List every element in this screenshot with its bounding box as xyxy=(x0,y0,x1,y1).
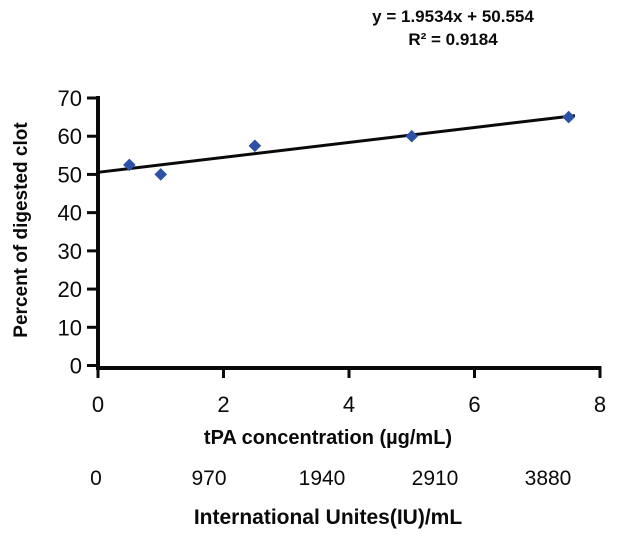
y-axis-tick-label: 60 xyxy=(58,124,82,149)
x-axis-tick-label: 8 xyxy=(594,392,606,417)
secondary-x-axis-title: International Unites(IU)/mL xyxy=(193,506,463,529)
x-axis-tick-label: 6 xyxy=(468,392,480,417)
y-axis-tick-label: 20 xyxy=(58,277,82,302)
trendline-equation-text: y = 1.9534x + 50.554 xyxy=(372,7,534,26)
secondary-x-axis-tick-label: 1940 xyxy=(299,467,346,490)
data-point-marker xyxy=(562,110,575,124)
trendline-annotation: y = 1.9534x + 50.554 R² = 0.9184 xyxy=(343,5,563,51)
y-axis-tick-label: 30 xyxy=(58,239,82,264)
x-axis-tick-label: 0 xyxy=(92,392,104,417)
x-axis-tick-label: 4 xyxy=(343,392,355,417)
secondary-x-axis-tick-label: 970 xyxy=(191,467,226,490)
data-point-marker xyxy=(405,129,419,143)
data-point-marker xyxy=(154,168,168,181)
secondary-x-axis-tick-label: 0 xyxy=(90,467,102,490)
y-axis-tick-label: 50 xyxy=(58,162,82,187)
y-axis-tick-label: 70 xyxy=(58,86,82,111)
secondary-x-axis-tick-label: 3880 xyxy=(525,467,572,490)
secondary-x-axis-tick-label: 2910 xyxy=(412,467,459,490)
x-axis-tick-label: 2 xyxy=(217,392,229,417)
trendline xyxy=(97,114,576,174)
y-axis-tick-label: 0 xyxy=(70,354,82,379)
r-squared-text: R² = 0.9184 xyxy=(408,30,498,49)
data-point-marker xyxy=(123,158,136,172)
x-axis-title: tPA concentration (µg/mL) xyxy=(203,427,453,449)
y-axis-tick-label: 40 xyxy=(58,201,82,226)
y-axis-title: Percent of digested clot xyxy=(11,122,32,338)
y-axis-tick-label: 10 xyxy=(58,315,82,340)
data-point-marker xyxy=(248,139,262,153)
